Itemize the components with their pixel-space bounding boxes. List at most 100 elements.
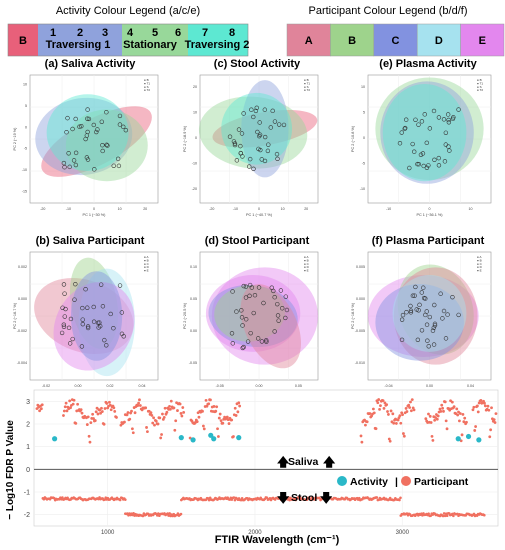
- participant-point: [166, 512, 169, 515]
- mini-legend-item: ● D: [477, 265, 483, 269]
- sample-point: [61, 322, 67, 327]
- participant-colour-legend: Participant Colour Legend (b/d/f) A B C D E: [286, 5, 505, 57]
- legend-cell-label: B: [348, 35, 356, 47]
- participant-point: [202, 427, 206, 431]
- participant-point: [74, 421, 78, 425]
- panel-g-ylabel: − Log10 FDR P Value: [5, 420, 16, 520]
- sample-point: [105, 143, 110, 148]
- activity-legend-title: Activity Colour Legend (a/c/e): [56, 5, 200, 17]
- participant-point: [434, 416, 437, 419]
- activity-point: [236, 435, 242, 441]
- sample-point: [61, 324, 67, 329]
- participant-point: [402, 434, 406, 438]
- sample-point: [403, 117, 409, 122]
- sample-point: [115, 156, 121, 162]
- participant-point: [179, 412, 183, 415]
- sample-point: [59, 330, 65, 336]
- sample-point: [272, 295, 277, 300]
- participant-point: [483, 404, 487, 408]
- confidence-ellipse: [53, 281, 135, 371]
- sample-point: [416, 162, 421, 167]
- sample-point: [230, 341, 235, 346]
- sample-point: [399, 337, 405, 343]
- sample-point: [100, 143, 105, 148]
- x-tick-label: 0: [258, 207, 260, 211]
- x-axis-label: PC 1 (~40.7 %): [246, 213, 273, 217]
- sample-point: [95, 127, 100, 132]
- activity-point: [476, 437, 482, 443]
- y-tick-label: 0.000: [18, 297, 27, 301]
- participant-point: [309, 498, 313, 502]
- participant-point: [428, 414, 432, 418]
- participant-point: [396, 418, 400, 422]
- y-axis-label: PC 2 (~10.8 %): [351, 125, 355, 152]
- participant-point: [159, 436, 163, 440]
- participant-point: [214, 409, 218, 413]
- sample-point: [419, 290, 424, 295]
- sample-point: [436, 115, 442, 120]
- participant-point: [72, 398, 76, 402]
- sample-point: [85, 107, 90, 112]
- participant-point: [195, 420, 199, 424]
- participant-point: [441, 406, 445, 410]
- confidence-ellipse: [70, 271, 123, 361]
- participant-point: [372, 411, 376, 415]
- participant-point: [103, 407, 107, 410]
- participant-point: [138, 404, 142, 407]
- legend-cell-label: 3: [102, 27, 108, 39]
- sample-point: [450, 294, 455, 300]
- mini-legend-item: ● B: [477, 78, 482, 82]
- participant-point: [130, 427, 134, 431]
- mini-legend-item: ● C: [304, 262, 310, 266]
- sample-point: [116, 163, 122, 169]
- confidence-ellipse: [392, 275, 467, 352]
- y-tick-label: 0: [26, 467, 30, 474]
- panel-c-title: (c) Stool Activity: [214, 58, 301, 70]
- participant-point: [232, 435, 235, 438]
- sample-point: [85, 116, 90, 121]
- participant-point: [150, 413, 154, 417]
- participant-point: [407, 403, 411, 407]
- participant-point: [108, 400, 111, 404]
- sample-point: [83, 286, 88, 292]
- participant-point: [145, 426, 148, 429]
- activity-point: [455, 436, 461, 442]
- participant-point: [493, 421, 497, 424]
- participant-point: [168, 404, 171, 408]
- participant-point: [227, 422, 231, 425]
- participant-point: [232, 496, 236, 499]
- y-tick-label: 0: [195, 136, 197, 140]
- participant-point: [452, 514, 455, 518]
- participant-point: [161, 412, 164, 416]
- sample-point: [85, 129, 90, 135]
- confidence-ellipse: [382, 83, 467, 182]
- confidence-ellipse: [397, 264, 474, 355]
- participant-point: [451, 512, 454, 516]
- sample-point: [79, 124, 84, 129]
- participant-point: [473, 429, 477, 432]
- sample-point: [254, 105, 259, 111]
- sample-point: [121, 124, 126, 130]
- participant-point: [487, 408, 491, 412]
- participant-point: [439, 409, 443, 413]
- participant-point: [492, 418, 496, 422]
- sample-point: [278, 288, 284, 293]
- sample-point: [247, 282, 253, 288]
- sample-point: [432, 302, 437, 308]
- sample-point: [243, 284, 249, 289]
- participant-point: [65, 409, 69, 413]
- sample-point: [446, 144, 451, 149]
- sample-point: [421, 295, 427, 301]
- participant-point: [167, 514, 170, 517]
- participant-point: [374, 427, 378, 431]
- y-tick-label: -0.005: [355, 329, 365, 333]
- participant-point: [219, 419, 223, 423]
- sample-point: [60, 305, 65, 310]
- sample-point: [239, 315, 245, 320]
- sample-point: [240, 323, 245, 328]
- sample-point: [414, 307, 419, 312]
- participant-point: [221, 421, 225, 425]
- participant-point: [474, 425, 478, 428]
- sample-point: [257, 132, 263, 137]
- participant-point: [197, 415, 201, 419]
